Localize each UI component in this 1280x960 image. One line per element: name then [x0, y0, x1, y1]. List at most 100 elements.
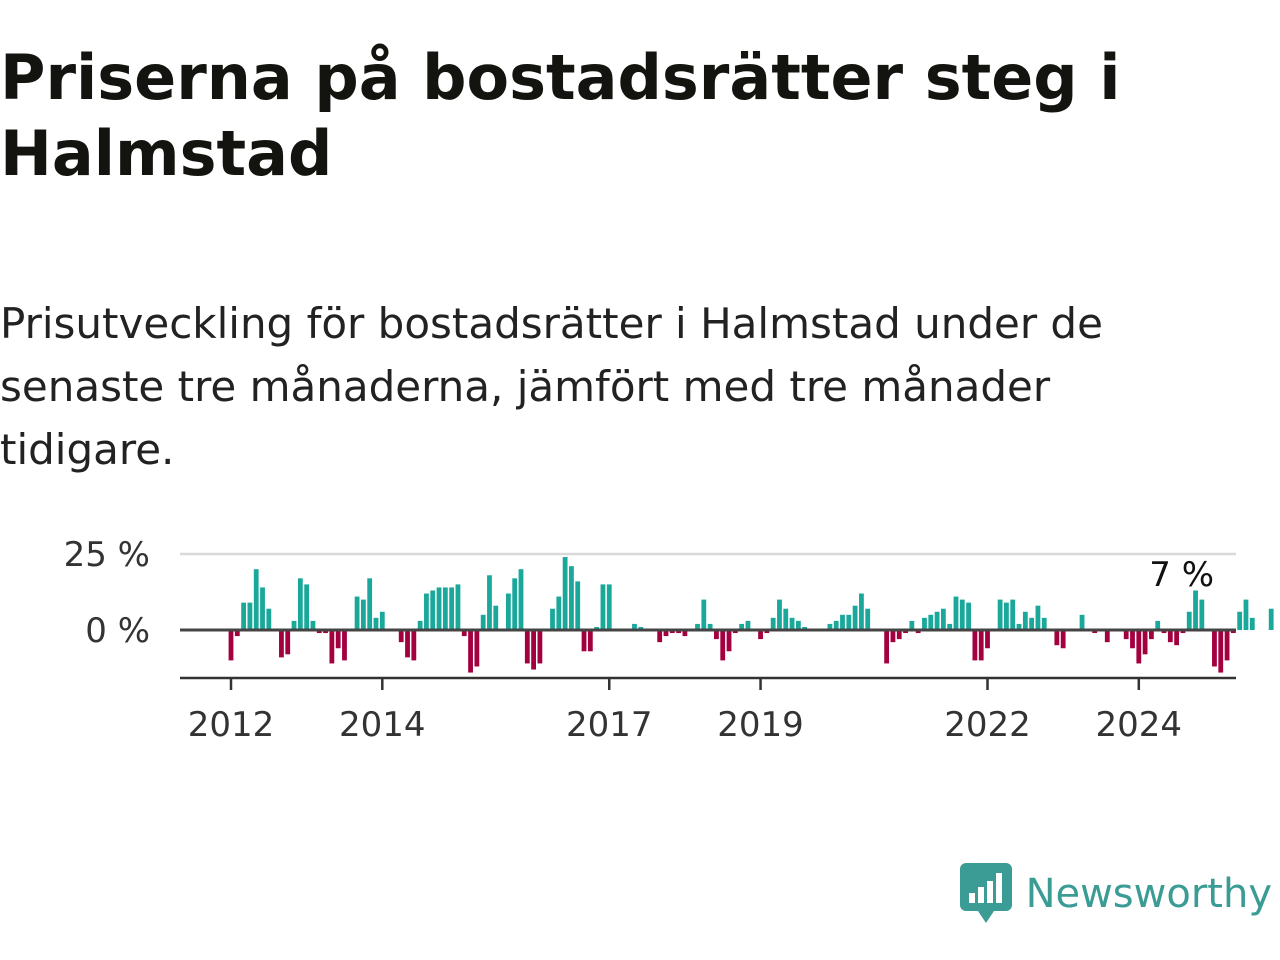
bar [903, 630, 908, 634]
bar [310, 620, 316, 630]
bar [764, 630, 770, 634]
bar [1123, 630, 1129, 640]
bar [405, 630, 410, 658]
bar [676, 630, 681, 634]
bar [638, 626, 644, 630]
bar [669, 630, 675, 634]
bar [714, 630, 719, 640]
bar [959, 599, 965, 630]
bar [360, 599, 366, 630]
bar [1249, 617, 1255, 630]
bar [537, 630, 543, 664]
bar [587, 630, 593, 652]
bar [323, 630, 328, 634]
bar [972, 630, 978, 661]
bar [865, 608, 871, 630]
bar [1180, 630, 1186, 634]
bar [329, 630, 335, 664]
bar [600, 584, 606, 630]
bar [720, 630, 726, 661]
bar [739, 623, 745, 630]
bar [777, 599, 782, 630]
bar [562, 557, 568, 630]
bar [234, 630, 240, 637]
bar [783, 608, 789, 630]
brand-name: Newsworthy [1025, 871, 1272, 917]
bar [827, 623, 833, 630]
bar [915, 630, 921, 634]
bar [726, 630, 732, 652]
bar [770, 617, 776, 630]
bar [550, 608, 555, 630]
bar [291, 620, 297, 630]
bar [985, 630, 990, 649]
bar [802, 626, 808, 630]
x-tick-label: 2012 [188, 705, 275, 745]
chart-subtitle: Prisutveckling för bostadsrätter i Halms… [0, 299, 1103, 474]
bar [928, 614, 934, 630]
latest-value-annotation: 7 % [1149, 555, 1214, 595]
bar [1237, 611, 1243, 630]
bar [840, 614, 845, 630]
bar [1243, 599, 1249, 630]
bar [978, 630, 984, 661]
bar [354, 596, 360, 630]
bar [890, 630, 896, 643]
bar [474, 630, 480, 667]
bar [1060, 630, 1066, 649]
bar [1016, 623, 1022, 630]
bar [1186, 611, 1192, 630]
bar [505, 593, 511, 630]
bar [1218, 630, 1224, 673]
bar [707, 623, 713, 630]
y-tick-label: 0 % [85, 611, 150, 651]
bar [279, 630, 284, 658]
y-tick-labels: 25 % 0 % [64, 535, 150, 651]
bar [581, 630, 587, 652]
bar [398, 630, 404, 643]
bar [682, 630, 688, 637]
bar [1136, 630, 1142, 664]
bar [732, 630, 738, 634]
bar [430, 590, 436, 630]
bar [436, 587, 442, 630]
bar [1092, 630, 1098, 634]
bar [335, 630, 341, 649]
bar [253, 569, 259, 630]
bar [1142, 630, 1148, 655]
bar [1149, 630, 1154, 640]
bar [487, 575, 492, 630]
bar [1041, 617, 1047, 630]
bar [285, 630, 291, 655]
bar [297, 578, 303, 630]
bar [922, 617, 927, 630]
x-tick-label: 2014 [339, 705, 426, 745]
bar [1268, 608, 1274, 630]
bar [266, 608, 272, 630]
bar [594, 626, 600, 630]
bar [1104, 630, 1110, 643]
bar [1155, 620, 1161, 630]
bar [247, 602, 253, 630]
bar [909, 620, 915, 630]
bar [367, 578, 373, 630]
x-tick-label: 2022 [944, 705, 1031, 745]
bar [461, 630, 467, 637]
bar [228, 630, 234, 661]
x-tick-label: 2017 [566, 705, 653, 745]
bar [940, 608, 946, 630]
bar [449, 587, 455, 630]
bar [947, 623, 953, 630]
x-tick-label: 2019 [717, 705, 804, 745]
bar [663, 630, 669, 637]
bar-chart-speech-bubble-icon [959, 863, 1012, 923]
bar [512, 578, 518, 630]
bar [1004, 602, 1009, 630]
bar [896, 630, 902, 640]
bar [953, 596, 959, 630]
bar [417, 620, 423, 630]
bar [493, 605, 499, 630]
bar [1010, 599, 1016, 630]
bar [997, 599, 1003, 630]
bar [1167, 630, 1173, 643]
